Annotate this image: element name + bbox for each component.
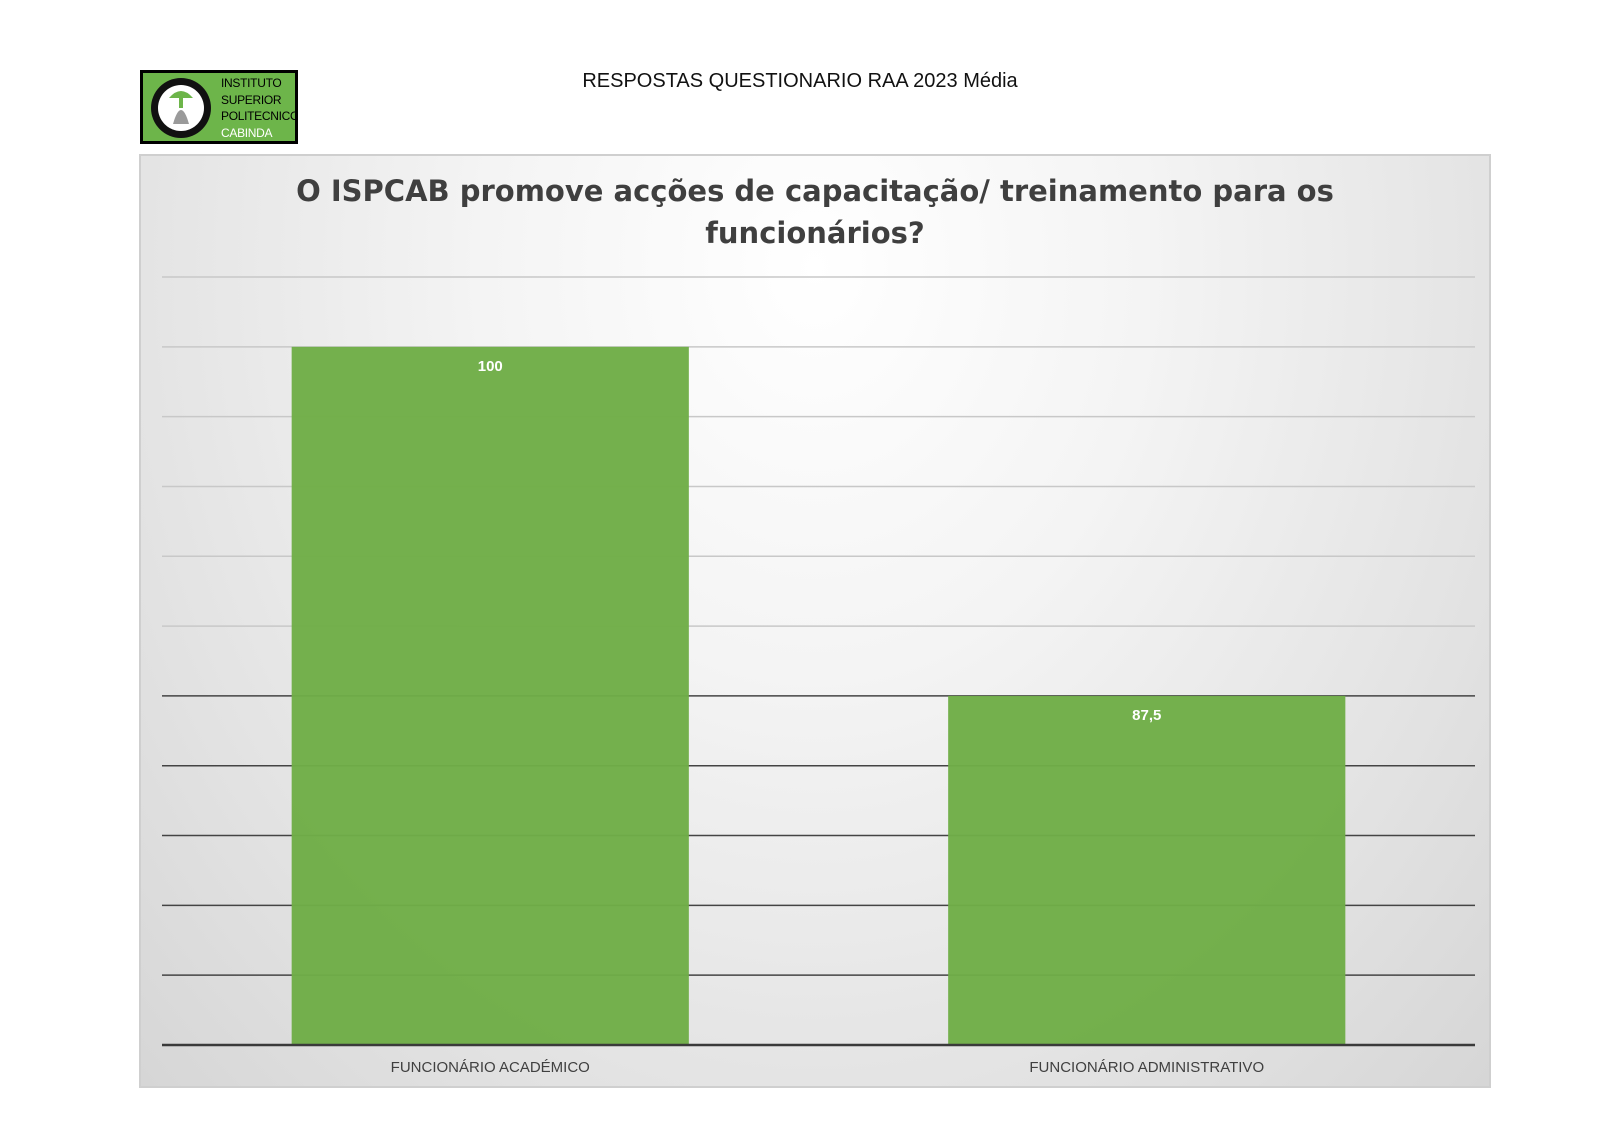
logo-line: SUPERIOR	[221, 92, 282, 107]
chart-area: O ISPCAB promove acções de capacitação/ …	[139, 154, 1491, 1088]
document-header: RESPOSTAS QUESTIONARIO RAA 2023 Média	[0, 70, 1600, 93]
logo-text: INSTITUTO SUPERIOR POLITECNICO CABINDA	[221, 75, 298, 141]
bar	[291, 346, 689, 1045]
chart-title: O ISPCAB promove acções de capacitação/ …	[296, 174, 1334, 250]
logo-line: CABINDA	[221, 125, 273, 140]
bar	[948, 695, 1346, 1045]
logo-emblem-icon	[151, 78, 211, 138]
category-tick-label: FUNCIONÁRIO ADMINISTRATIVO	[1029, 1059, 1264, 1076]
bar-chart-plot: 100 FUNCIONÁRIO ACADÉMICO 87,5 FUNCIONÁRIO …	[162, 276, 1475, 1076]
logo-line: POLITECNICO	[221, 109, 298, 123]
bar-data-label: 87,5	[1132, 707, 1161, 724]
institution-logo: INSTITUTO SUPERIOR POLITECNICO CABINDA	[140, 70, 298, 144]
category-tick-label: FUNCIONÁRIO ACADÉMICO	[391, 1059, 590, 1076]
document-title: RESPOSTAS QUESTIONARIO RAA 2023 Média	[582, 70, 1018, 92]
bar-data-label: 100	[478, 358, 503, 375]
logo-line: INSTITUTO	[221, 76, 282, 90]
